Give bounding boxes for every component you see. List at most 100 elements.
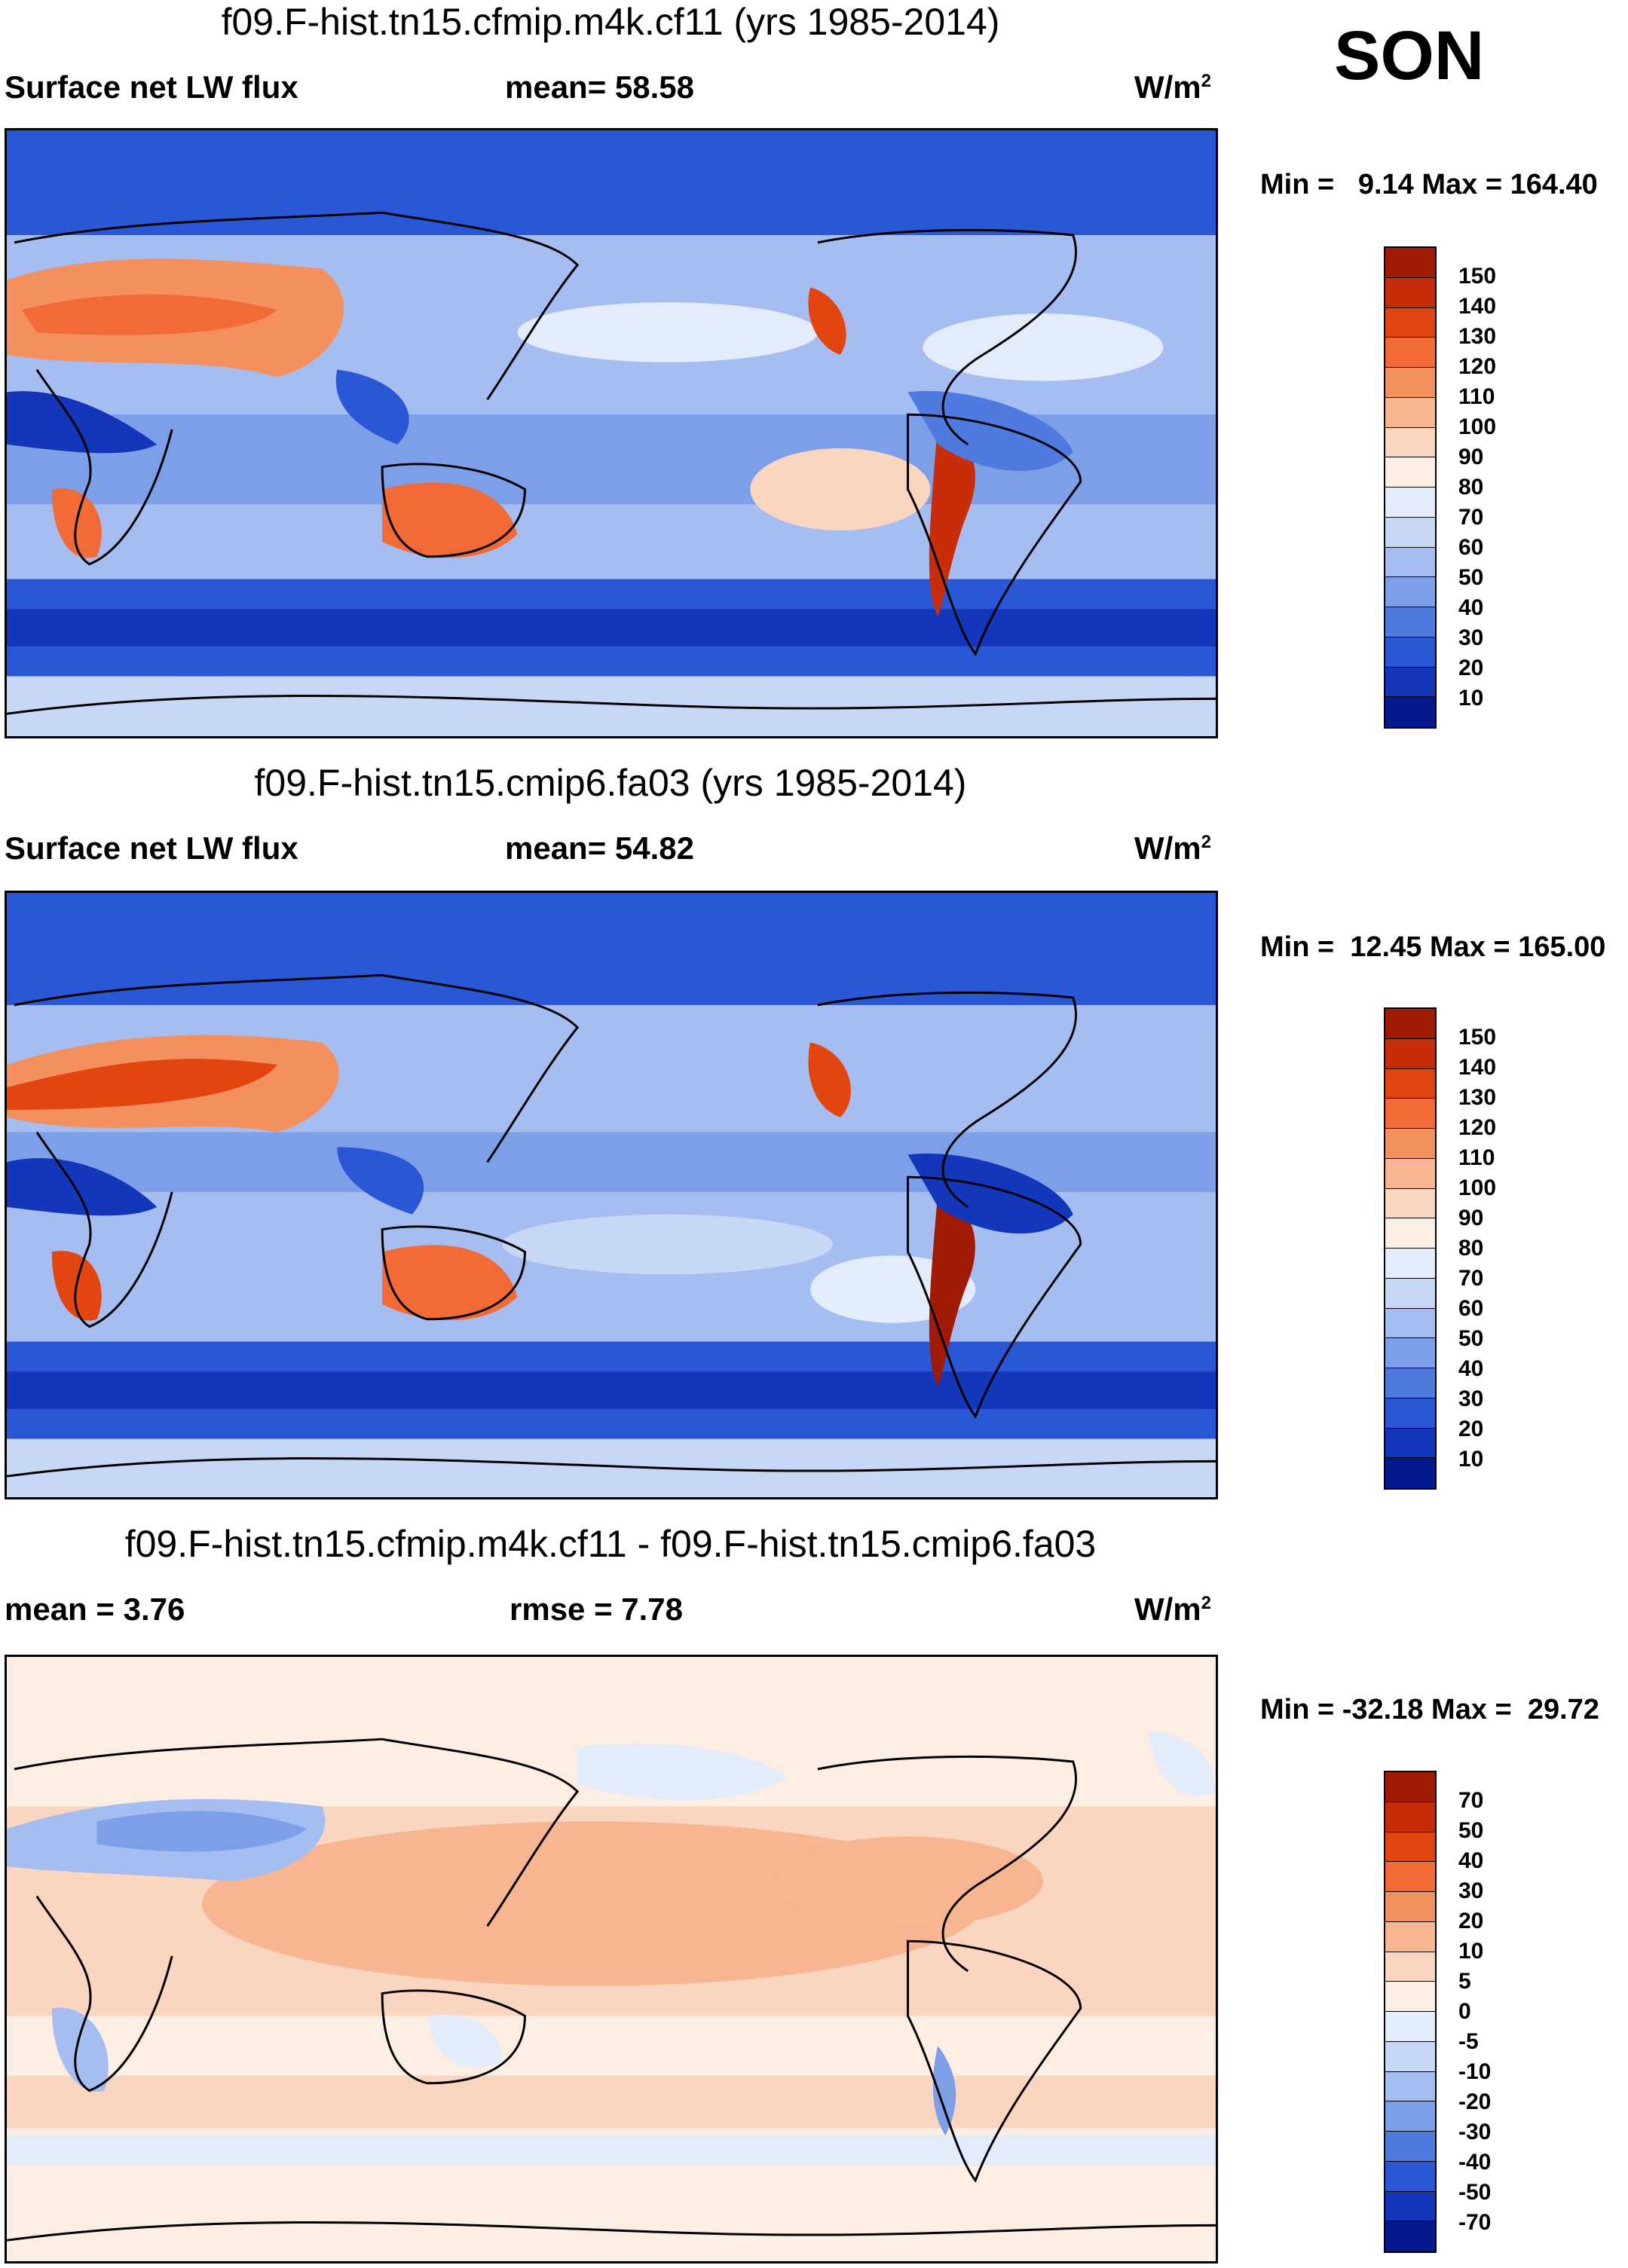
colorbar-tick-label: 120 [1458,354,1497,379]
colorbar-tick-label: 20 [1458,1417,1484,1441]
colorbar-tick-label: 30 [1458,625,1484,650]
colorbar-tick-label: 130 [1458,324,1497,349]
colorbar-swatch [1385,1772,1435,1802]
colorbar-tick-label: 50 [1458,1326,1484,1351]
colorbar-swatch [1385,307,1435,338]
colorbar-tick-label: 30 [1458,1878,1484,1903]
panel-1-units: W/m2 [1134,69,1212,105]
colorbar-swatch [1385,1009,1435,1039]
colorbar-swatch [1385,637,1435,668]
colorbar-tick-label: 150 [1458,1025,1497,1050]
colorbar-swatch [1385,277,1435,308]
colorbar-tick-label: 140 [1458,294,1497,319]
colorbar-tick-label: -50 [1458,2180,1492,2205]
colorbar-swatch [1385,517,1435,548]
panel-3-title: f09.F-hist.tn15.cfmip.m4k.cf11 - f09.F-h… [124,1523,1097,1565]
colorbar-tick-label: 80 [1458,1236,1484,1261]
colorbar-tick-label: 30 [1458,1386,1484,1411]
colorbar-swatch [1385,1308,1435,1339]
colorbar-swatch [1385,368,1435,398]
colorbar-swatch [1385,2041,1435,2072]
colorbar-swatch [1385,1278,1435,1309]
colorbar-tick-label: 10 [1458,686,1484,711]
colorbar-swatch [1385,1368,1435,1398]
colorbar-tick-label: 140 [1458,1055,1497,1080]
panel-3-map [5,1655,1218,2263]
colorbar-tick-label: 130 [1458,1085,1497,1110]
colorbar-tick-label: 5 [1458,1969,1471,1994]
panel-1-map [5,128,1218,738]
colorbar-swatch [1385,397,1435,428]
colorbar-swatch [1385,2161,1435,2192]
panel-3-mean-label: mean = 3.76 [5,1591,185,1627]
colorbar-swatch [1385,607,1435,637]
colorbar-swatch [1385,2132,1435,2162]
colorbar-tick-label: 120 [1458,1115,1497,1140]
colorbar-tick-label: 50 [1458,1818,1484,1843]
panel-3-colorbar [1384,1771,1437,2253]
colorbar-tick-label: 70 [1458,1266,1484,1291]
colorbar-tick-label: -5 [1458,2029,1479,2054]
colorbar-tick-label: 20 [1458,656,1484,680]
colorbar-swatch [1385,488,1435,518]
colorbar-swatch [1385,1458,1435,1488]
colorbar-tick-label: 110 [1458,1145,1495,1170]
colorbar-tick-label: -10 [1458,2059,1492,2084]
panel-3-units: W/m2 [1134,1591,1212,1627]
colorbar-tick-label: -30 [1458,2120,1492,2144]
panel-2-title: f09.F-hist.tn15.cmip6.fa03 (yrs 1985-201… [254,762,967,804]
colorbar-swatch [1385,547,1435,578]
colorbar-swatch [1385,1249,1435,1279]
panel-1-colorbar [1384,246,1437,729]
panel-2-variable-label: Surface net LW flux [5,830,298,866]
colorbar-swatch [1385,1218,1435,1249]
colorbar-swatch [1385,667,1435,698]
colorbar-swatch [1385,1862,1435,1892]
panel-1-min-max: Min = 9.14 Max = 164.40 [1260,169,1598,200]
colorbar-swatch [1385,577,1435,607]
season-label: SON [1334,17,1485,94]
colorbar-tick-label: 100 [1458,1175,1497,1200]
colorbar-swatch [1385,248,1435,278]
colorbar-swatch [1385,1802,1435,1832]
colorbar-tick-label: 90 [1458,1206,1484,1230]
colorbar-swatch [1385,1398,1435,1429]
colorbar-swatch [1385,2071,1435,2102]
colorbar-swatch [1385,1188,1435,1219]
colorbar-tick-label: 40 [1458,595,1484,620]
colorbar-tick-label: 20 [1458,1909,1484,1933]
colorbar-swatch [1385,2221,1435,2251]
panel-1-title: f09.F-hist.tn15.cfmip.m4k.cf11 (yrs 1985… [221,1,1000,43]
colorbar-swatch [1385,1129,1435,1159]
colorbar-tick-label: 60 [1458,535,1484,560]
colorbar-swatch [1385,697,1435,727]
colorbar-tick-label: 70 [1458,505,1484,530]
colorbar-tick-label: 40 [1458,1848,1484,1873]
colorbar-tick-label: 110 [1458,384,1495,409]
colorbar-tick-label: 80 [1458,475,1484,500]
colorbar-swatch [1385,457,1435,488]
panel-1-variable-label: Surface net LW flux [5,69,298,105]
panel-2-min-max: Min = 12.45 Max = 165.00 [1260,931,1606,963]
panel-3-min-max: Min = -32.18 Max = 29.72 [1260,1694,1599,1725]
colorbar-swatch [1385,338,1435,368]
panel-3-rmse-label: rmse = 7.78 [510,1591,684,1627]
colorbar-swatch [1385,1982,1435,2012]
panel-2-map [5,891,1218,1499]
colorbar-swatch [1385,1068,1435,1099]
colorbar-swatch [1385,1832,1435,1863]
colorbar-swatch [1385,1892,1435,1922]
colorbar-swatch [1385,1038,1435,1069]
colorbar-tick-label: 150 [1458,264,1497,289]
colorbar-swatch [1385,1952,1435,1982]
colorbar-tick-label: 60 [1458,1296,1484,1321]
colorbar-tick-label: 50 [1458,565,1484,590]
colorbar-swatch [1385,1338,1435,1368]
colorbar-tick-label: -20 [1458,2089,1492,2114]
colorbar-tick-label: 100 [1458,414,1497,439]
colorbar-swatch [1385,427,1435,458]
colorbar-tick-label: 10 [1458,1939,1484,1964]
panel-2-colorbar [1384,1007,1437,1490]
panel-2-units: W/m2 [1134,830,1212,866]
colorbar-swatch [1385,1158,1435,1189]
